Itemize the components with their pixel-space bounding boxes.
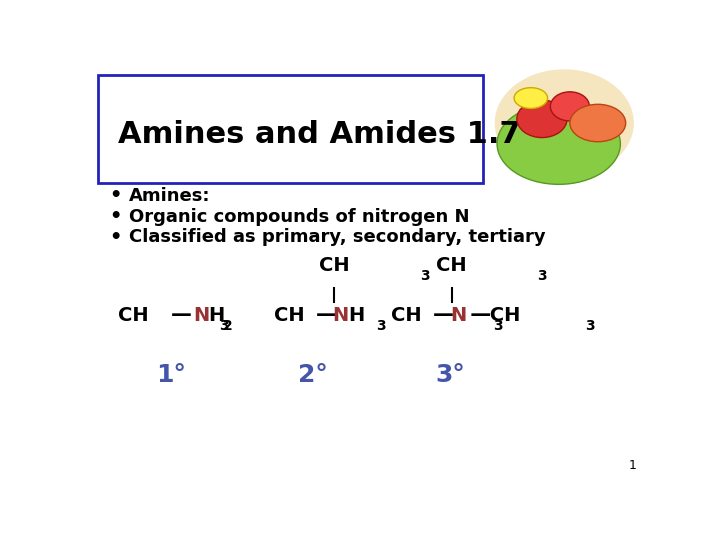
Text: N: N — [450, 306, 466, 325]
Text: •: • — [109, 228, 122, 247]
Text: •: • — [109, 207, 122, 226]
Text: 1: 1 — [629, 460, 637, 472]
Text: Amines and Amides 1.7: Amines and Amides 1.7 — [118, 120, 521, 149]
Text: 3°: 3° — [435, 362, 465, 387]
Text: Organic compounds of nitrogen N: Organic compounds of nitrogen N — [129, 207, 469, 226]
Text: 3: 3 — [493, 319, 503, 333]
Text: 3: 3 — [585, 319, 595, 333]
Text: 3: 3 — [538, 269, 547, 283]
Text: 1°: 1° — [156, 362, 186, 387]
Text: 3: 3 — [376, 319, 385, 333]
Ellipse shape — [495, 70, 633, 176]
Text: 2: 2 — [222, 319, 233, 333]
Text: H: H — [348, 306, 364, 325]
Ellipse shape — [497, 103, 621, 184]
Text: N: N — [333, 306, 349, 325]
Text: CH: CH — [392, 306, 422, 325]
Text: CH: CH — [483, 306, 521, 325]
Text: —: — — [316, 305, 337, 325]
Text: —: — — [433, 305, 454, 325]
Text: CH: CH — [274, 306, 305, 325]
Text: 3: 3 — [220, 319, 229, 333]
Text: 3: 3 — [420, 269, 430, 283]
Text: CH: CH — [118, 306, 148, 325]
Text: Amines:: Amines: — [129, 187, 210, 205]
Ellipse shape — [550, 92, 590, 121]
Text: 2°: 2° — [298, 362, 328, 387]
Text: —: — — [171, 305, 192, 325]
Text: Classified as primary, secondary, tertiary: Classified as primary, secondary, tertia… — [129, 228, 546, 246]
Text: —: — — [463, 305, 491, 325]
Ellipse shape — [517, 100, 567, 138]
FancyBboxPatch shape — [99, 75, 483, 183]
Text: •: • — [109, 186, 122, 205]
Text: H: H — [208, 306, 225, 325]
Ellipse shape — [570, 104, 626, 141]
Text: N: N — [193, 306, 210, 325]
Ellipse shape — [514, 87, 547, 109]
Text: CH: CH — [319, 255, 349, 275]
Text: CH: CH — [436, 255, 467, 275]
